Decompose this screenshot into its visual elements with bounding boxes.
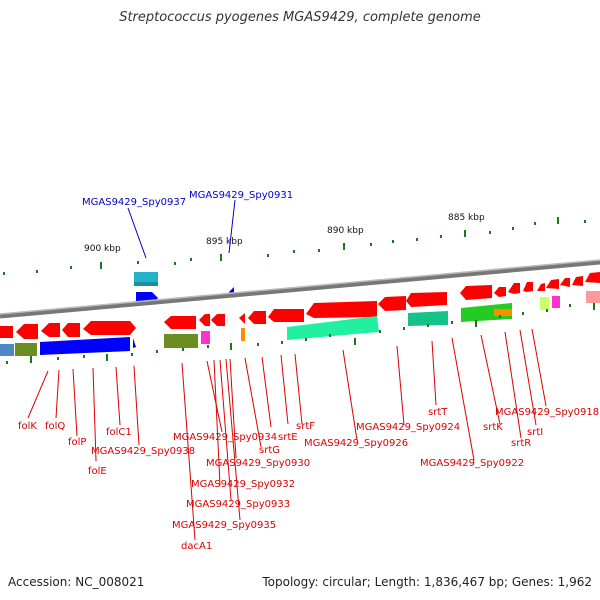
kbp-label-885: 885 kbp <box>448 213 485 223</box>
label-folP: folP <box>68 437 86 448</box>
label-srtR: srtR <box>511 438 531 449</box>
label-spy0937: MGAS9429_Spy0937 <box>82 197 186 208</box>
label-srtT: srtT <box>428 407 448 418</box>
label-srtI: srtI <box>527 427 543 438</box>
blue-callouts: MGAS9429_Spy0937 MGAS9429_Spy0931 <box>82 190 293 259</box>
label-spy0926: MGAS9429_Spy0926 <box>304 438 408 449</box>
kbp-label-900: 900 kbp <box>84 244 121 254</box>
inner-tick-row <box>6 303 595 364</box>
label-spy0931: MGAS9429_Spy0931 <box>189 190 293 201</box>
label-spy0934: MGAS9429_Spy0934 <box>173 432 277 443</box>
topology-text: Topology: circular; Length: 1,836,467 bp… <box>262 575 592 589</box>
label-spy0918: MGAS9429_Spy0918 <box>495 407 599 418</box>
label-spy0932: MGAS9429_Spy0932 <box>191 479 295 490</box>
label-folK: folK <box>18 421 37 432</box>
label-srtG: srtG <box>259 445 280 456</box>
label-srtF: srtF <box>296 421 315 432</box>
outer-tick-row <box>3 217 586 275</box>
label-spy0933: MGAS9429_Spy0933 <box>186 499 290 510</box>
label-folQ: folQ <box>45 421 65 432</box>
label-spy0930: MGAS9429_Spy0930 <box>206 458 310 469</box>
red-callout-lines <box>27 328 547 541</box>
label-spy0922: MGAS9429_Spy0922 <box>420 458 524 469</box>
genome-backbone <box>0 259 600 319</box>
label-spy0924: MGAS9429_Spy0924 <box>356 422 460 433</box>
kbp-label-895: 895 kbp <box>206 237 243 247</box>
label-folC1: folC1 <box>106 427 132 438</box>
color-track <box>0 291 600 356</box>
label-srtK: srtK <box>483 422 503 433</box>
map-title: Streptococcus pyogenes MGAS9429, complet… <box>119 10 481 25</box>
red-labels: folK folQ folP folE folC1 MGAS9429_Spy09… <box>18 407 599 552</box>
label-spy0938: MGAS9429_Spy0938 <box>91 446 195 457</box>
label-folE: folE <box>88 466 107 477</box>
kbp-labels: 900 kbp 895 kbp 890 kbp 885 kbp <box>84 213 485 254</box>
kbp-label-890: 890 kbp <box>327 226 364 236</box>
label-srtE: srtE <box>278 432 298 443</box>
accession-text: Accession: NC_008021 <box>8 575 145 589</box>
label-spy0935: MGAS9429_Spy0935 <box>172 520 276 531</box>
label-dacA1: dacA1 <box>181 541 212 552</box>
gene-track <box>0 272 600 339</box>
